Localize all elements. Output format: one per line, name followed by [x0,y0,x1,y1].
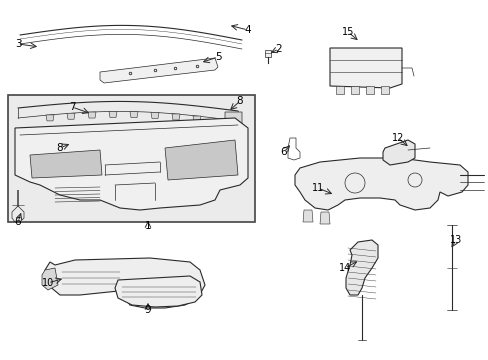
Text: 12: 12 [391,133,404,143]
Text: 13: 13 [449,235,461,245]
Polygon shape [350,86,358,94]
Text: 1: 1 [144,221,151,231]
Text: 6: 6 [15,217,21,227]
Polygon shape [130,112,138,118]
Polygon shape [264,50,270,57]
Bar [8,95,254,222]
Polygon shape [382,140,414,165]
Text: 8: 8 [236,96,243,106]
Polygon shape [319,212,329,224]
Text: 11: 11 [311,183,324,193]
Polygon shape [172,114,180,120]
Text: 8: 8 [57,143,63,153]
Polygon shape [294,158,467,210]
Text: 15: 15 [341,27,353,37]
Polygon shape [67,113,75,119]
Polygon shape [109,112,117,117]
Polygon shape [100,58,218,83]
Polygon shape [46,115,54,121]
Text: 5: 5 [214,52,221,62]
Polygon shape [164,140,238,180]
Text: 9: 9 [144,305,151,315]
Polygon shape [115,276,202,307]
Text: 2: 2 [275,44,282,54]
Text: 6: 6 [280,147,287,157]
Polygon shape [303,210,312,222]
Text: 14: 14 [338,263,350,273]
Polygon shape [214,118,222,125]
Polygon shape [42,268,58,290]
Polygon shape [193,116,201,122]
Text: 3: 3 [15,39,21,49]
Text: 4: 4 [244,25,251,35]
Polygon shape [380,86,388,94]
Polygon shape [88,112,96,118]
Polygon shape [346,240,377,295]
Polygon shape [329,48,401,88]
Polygon shape [151,112,159,118]
Polygon shape [365,86,373,94]
Polygon shape [30,150,102,178]
Polygon shape [15,118,247,210]
Polygon shape [45,258,204,308]
Polygon shape [30,143,52,162]
Polygon shape [224,112,242,130]
Text: 7: 7 [68,102,75,112]
Polygon shape [335,86,343,94]
Text: 10: 10 [42,278,54,288]
